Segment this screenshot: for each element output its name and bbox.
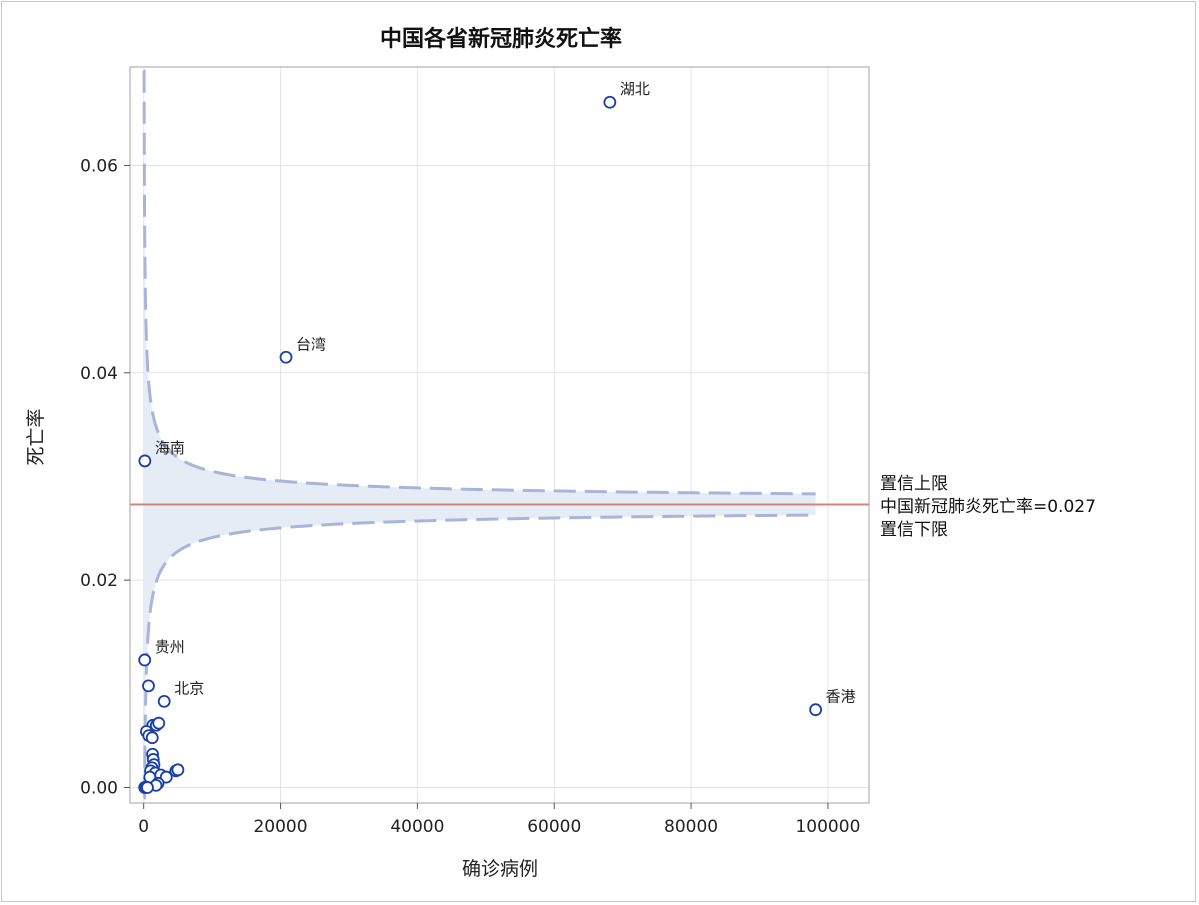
- data-points: 湖北台湾海南贵州北京香港: [138, 80, 856, 794]
- upper-limit-line: [142, 69, 816, 496]
- data-point: [141, 781, 154, 794]
- x-tick-label: 100000: [795, 817, 860, 837]
- reference-line-label: 中国新冠肺炎死亡率=0.027: [880, 497, 1096, 517]
- data-point: [138, 653, 152, 667]
- confidence-band: [142, 69, 816, 800]
- data-point: [171, 763, 185, 777]
- y-axis-label: 死亡率: [25, 408, 47, 465]
- y-tick-label: 0.00: [80, 778, 118, 798]
- lower-limit-label: 置信下限: [880, 520, 948, 540]
- data-point-label: 香港: [826, 688, 856, 706]
- data-point: [809, 703, 823, 717]
- x-tick-label: 60000: [527, 817, 581, 837]
- data-point-label: 湖北: [620, 80, 650, 98]
- upper-limit-label: 置信上限: [880, 474, 948, 494]
- data-point-label: 北京: [174, 679, 204, 697]
- data-point: [142, 679, 155, 693]
- data-point: [159, 770, 173, 784]
- y-tick-label: 0.02: [80, 571, 118, 591]
- data-point: [138, 454, 152, 468]
- data-point: [152, 716, 166, 730]
- data-point: [603, 95, 617, 109]
- y-tick-label: 0.06: [80, 156, 118, 176]
- data-point: [145, 731, 159, 745]
- confidence-band-fill: [143, 71, 816, 798]
- x-tick-label: 0: [138, 817, 149, 837]
- chart-title: 中国各省新冠肺炎死亡率: [380, 26, 622, 52]
- plot-area-border: [129, 66, 870, 804]
- x-tick-label: 20000: [253, 817, 307, 837]
- x-axis-ticks: 0 20000 40000 60000 80000 100000: [138, 803, 860, 837]
- data-point: [279, 350, 293, 364]
- x-tick-label: 40000: [390, 817, 444, 837]
- lower-limit-line: [143, 513, 816, 800]
- y-axis-ticks: 0.00 0.02 0.04 0.06: [80, 156, 130, 798]
- data-point-label: 台湾: [296, 335, 326, 353]
- data-point-label: 贵州: [155, 638, 185, 656]
- data-point: [157, 695, 171, 708]
- x-tick-label: 80000: [664, 817, 718, 837]
- data-point-label: 海南: [155, 439, 185, 457]
- grid-lines: [130, 67, 869, 803]
- x-axis-label: 确诊病例: [462, 858, 538, 880]
- y-tick-label: 0.04: [80, 364, 118, 384]
